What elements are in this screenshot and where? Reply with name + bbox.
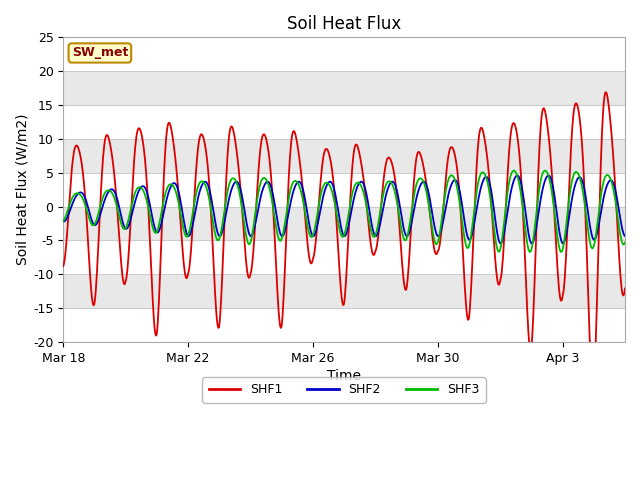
Y-axis label: Soil Heat Flux (W/m2): Soil Heat Flux (W/m2) [15, 114, 29, 265]
Bar [63, 173, 625, 206]
Bar [63, 37, 625, 71]
X-axis label: Time: Time [327, 369, 361, 383]
Text: SW_met: SW_met [72, 47, 128, 60]
Title: Soil Heat Flux: Soil Heat Flux [287, 15, 401, 33]
Legend: SHF1, SHF2, SHF3: SHF1, SHF2, SHF3 [202, 377, 486, 403]
Bar [63, 139, 625, 173]
Bar [63, 71, 625, 105]
Bar [63, 206, 625, 240]
Bar [63, 308, 625, 342]
Bar [63, 105, 625, 139]
Bar [63, 240, 625, 274]
Bar [63, 274, 625, 308]
